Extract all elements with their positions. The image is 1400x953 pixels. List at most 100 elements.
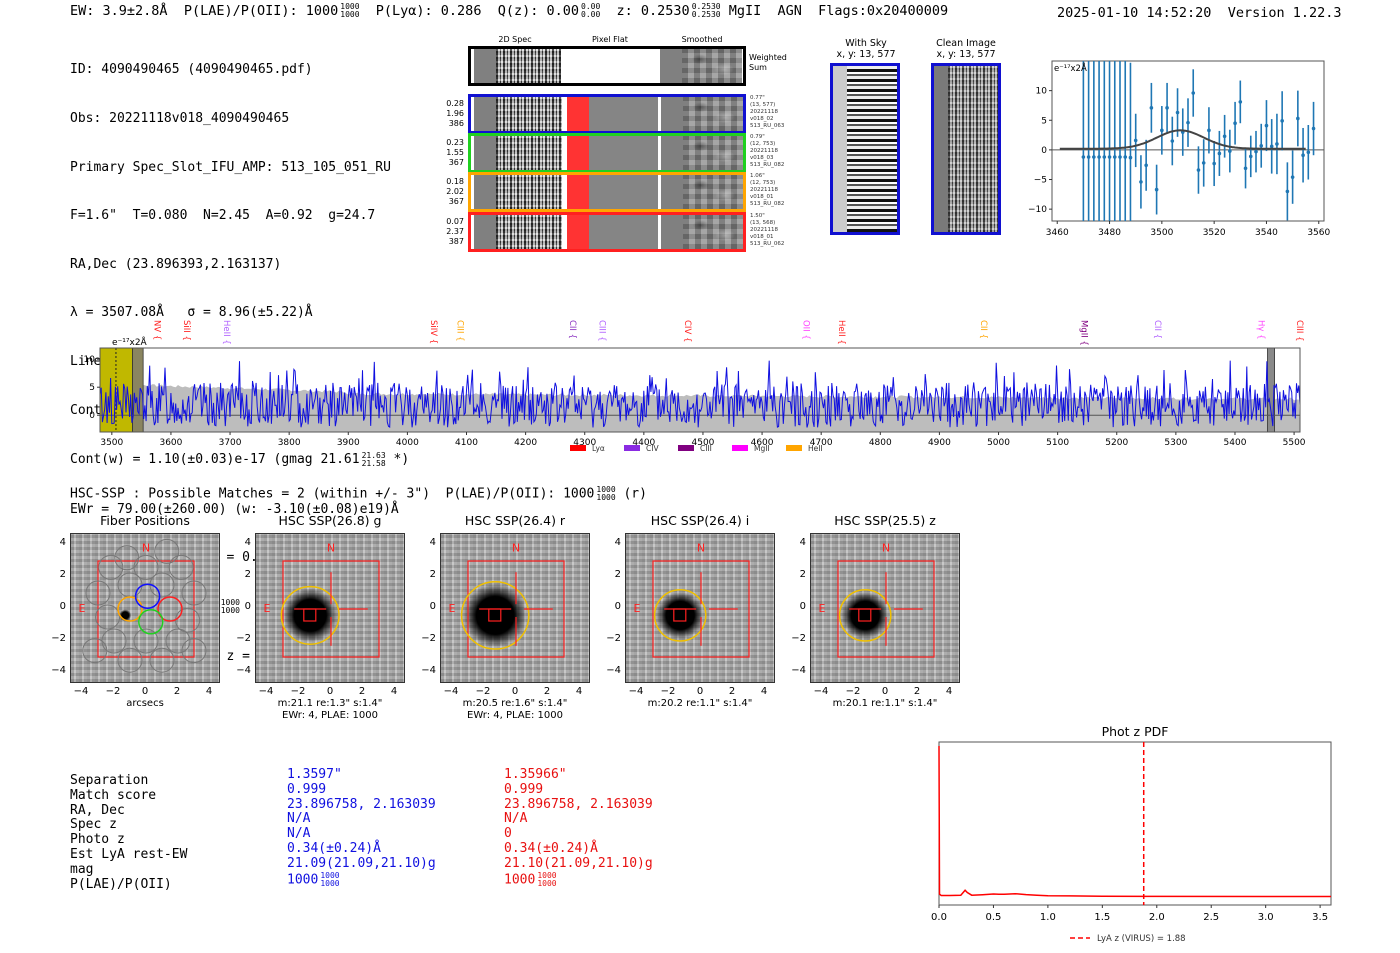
compass-east: E (449, 602, 456, 615)
y-tick-label: 2 (614, 569, 621, 580)
x-tick-label: 2 (543, 686, 551, 697)
x-tick-label: 1.0 (1040, 912, 1056, 923)
x-tick-label: 4300 (573, 438, 596, 448)
fiber-circle (165, 628, 191, 654)
data-point (1186, 120, 1190, 125)
line-fit-chart: 3460 3480 3500 3520 3540 3560 −10 −5 0 5 10 e⁻¹⁷x2Å (1028, 60, 1330, 235)
y-tick-label: 4 (799, 537, 806, 548)
cutout-title: Fiber Positions (100, 513, 190, 528)
match-value: N/A (504, 811, 528, 827)
x-tick-label: −2 (105, 686, 121, 697)
x-tick-label: 0.0 (931, 912, 947, 923)
x-tick-label: 2.0 (1149, 912, 1165, 923)
emission-line-label: CII { (1152, 320, 1162, 339)
spec2d-header: 2D Spec (498, 35, 532, 44)
x-tick-label: −2 (290, 686, 306, 697)
x-tick-label: 0 (326, 686, 334, 697)
fiber-circle (101, 628, 127, 654)
flat-mask (567, 136, 589, 170)
x-tick-label: 0 (696, 686, 704, 697)
legend-label: CIII (700, 444, 712, 453)
with-sky-image (830, 63, 900, 235)
y-tick-label: −4 (51, 665, 66, 676)
fiber-row (468, 94, 746, 134)
data-point (1238, 100, 1243, 104)
data-point (1092, 155, 1096, 159)
x-tick-label: 4500 (692, 438, 715, 448)
aperture-box (282, 560, 380, 658)
legend-swatch (678, 445, 694, 451)
x-tick-label: 1.5 (1094, 912, 1110, 923)
version: Version 1.22.3 (1227, 5, 1342, 21)
match-row-label: Match score (70, 787, 157, 803)
x-tick-label: −4 (73, 686, 89, 697)
cutout-title: HSC SSP(26.4) r (464, 513, 566, 528)
x-tick-label: 3560 (1307, 228, 1330, 235)
data-point (1191, 91, 1196, 95)
y-tick-label: −2 (51, 633, 66, 644)
source (463, 583, 527, 647)
header-z: z: 0.2530 (616, 3, 690, 19)
header-plya: P(Lyα): 0.286 (375, 3, 482, 19)
hsc-title: HSC-SSP : Possible Matches = 2 (within +… (70, 485, 647, 502)
x-tick-label: −2 (660, 686, 676, 697)
data-point (1290, 175, 1295, 179)
fiber-circle (114, 545, 140, 571)
data-point (1217, 151, 1222, 156)
cutout-caption: arcsecs (126, 698, 164, 709)
header-flags: MgII AGN Flags:0x20400009 (728, 3, 949, 19)
fiber-circle (95, 604, 121, 630)
match-value: 1.35966" (504, 767, 567, 782)
x-tick-label: 3.0 (1258, 912, 1274, 923)
match-row-label: mag (70, 861, 94, 877)
cutout-title: HSC SSP(26.4) i (650, 513, 750, 528)
fiber-circle (133, 628, 159, 654)
compass-north: N (512, 541, 520, 554)
weighted-sum-label: Weighted Sum (749, 53, 787, 72)
data-point (1275, 142, 1279, 146)
fiber-circle (98, 554, 124, 580)
emission-line-label: CIII { (1294, 320, 1304, 342)
data-point (1280, 119, 1284, 123)
emission-line-label: Hγ { (1256, 320, 1266, 340)
data-point (1102, 155, 1107, 159)
fiber-circle (117, 572, 143, 598)
match-value: 23.896758, 2.163039 (287, 796, 436, 812)
x-tick-label: 4900 (928, 438, 951, 448)
data-point (1097, 155, 1101, 159)
cutout-caption: m:20.2 re:1.1" s:1.4" (647, 698, 753, 709)
weighted-sum-row (468, 46, 746, 86)
compass-east: E (79, 602, 86, 615)
legend-swatch (570, 445, 586, 451)
info-obs: Obs: 20221118v018_4090490465 (70, 111, 290, 126)
y-tick-label: 10 (84, 355, 96, 365)
data-point (1139, 180, 1143, 184)
y-tick-label: −5 (1034, 176, 1047, 186)
x-tick-label: 3900 (337, 438, 360, 448)
header-z-range: 0.2530 0.2530 (691, 2, 721, 19)
x-tick-label: 4200 (514, 438, 537, 448)
data-point (1264, 123, 1269, 128)
legend-label: HeII (808, 444, 823, 453)
x-tick-label: 0.5 (985, 912, 1001, 923)
fiber-circle (181, 638, 207, 664)
emission-line-label: CIV { (682, 320, 692, 342)
y-tick-label: −2 (606, 633, 621, 644)
x-tick-label: 5100 (1046, 438, 1069, 448)
match-row-label: Separation (70, 773, 149, 788)
pixel-flat-header: Pixel Flat (592, 35, 628, 44)
match-row-label: Spec z (70, 817, 117, 833)
source (283, 588, 337, 643)
clean-image-title: Clean Image x, y: 13, 577 (936, 38, 996, 60)
fiber-row-meta: 0.79" (12, 753) 20221118 v018_03 513_RU_… (750, 134, 785, 168)
data-point (1086, 155, 1091, 159)
catalog-marker (858, 608, 872, 622)
x-tick-label: 5000 (987, 438, 1010, 448)
match-row-label: RA, Dec (70, 802, 125, 818)
info-lambda: λ = 3507.08Å σ = 8.96(±5.22)Å (70, 305, 313, 321)
data-point (1144, 163, 1148, 168)
match-labels: Separation Match score RA, Dec Spec z Photo … (70, 773, 187, 892)
x-tick-label: 3500 (1150, 228, 1173, 235)
match-value: 0.999 (287, 781, 327, 797)
